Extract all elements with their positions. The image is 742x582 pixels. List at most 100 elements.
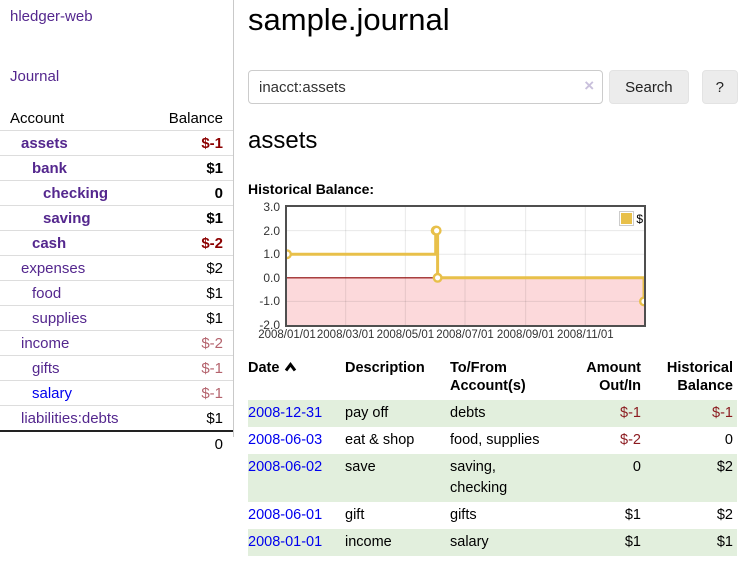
x-axis-tick-label: 2008/07/01 [436, 329, 494, 341]
sidebar-account-link[interactable]: food [32, 285, 62, 302]
column-header-description[interactable]: Description [345, 360, 425, 376]
sidebar-account-link[interactable]: liabilities:debts [21, 410, 119, 427]
sidebar-account-balance: $1 [206, 410, 223, 427]
column-header-accounts[interactable]: To/From Account(s) [450, 360, 526, 394]
transaction-accounts: salary [450, 534, 489, 550]
transaction-description: pay off [345, 405, 389, 421]
sidebar-accounts-table: Account Balance assets $-1 bank $1 checking 0… [0, 106, 233, 456]
column-header-balance[interactable]: Historical Balance [666, 360, 733, 394]
y-axis-tick-label: -1.0 [259, 294, 280, 309]
chart-heading: Historical Balance: [248, 181, 375, 197]
transaction-description: income [345, 534, 392, 550]
y-axis-tick-label: 0.0 [263, 270, 280, 285]
transaction-description: save [345, 459, 376, 475]
historical-balance-chart: $ 3.0 2.0 1.0 0.0 -1.0 -2.0 [259, 201, 646, 331]
transaction-balance: $1 [716, 534, 733, 550]
page-title: sample.journal [248, 2, 450, 37]
transaction-description: gift [345, 507, 365, 523]
x-axis-tick-label: 2008/01/01 [258, 329, 316, 341]
transaction-accounts: gifts [450, 507, 477, 523]
register-header-row: Date Description To/From Account(s) Amou… [248, 357, 737, 400]
x-axis-tick-label: 2008/11/01 [556, 329, 614, 341]
chart-x-axis-labels: 2008/01/01 2008/03/01 2008/05/01 2008/07/01… [258, 327, 644, 343]
transaction-balance: $-1 [712, 405, 733, 421]
sidebar-account-row: cash $-2 [0, 230, 233, 255]
clear-search-icon[interactable]: × [584, 76, 595, 95]
sidebar-account-row: supplies $1 [0, 305, 233, 330]
y-axis-tick-label: 1.0 [263, 247, 280, 262]
transaction-description: eat & shop [345, 432, 415, 448]
sidebar-account-link[interactable]: supplies [32, 310, 88, 327]
sidebar-account-row: income $-2 [0, 330, 233, 355]
sidebar-account-balance: $-1 [201, 135, 223, 152]
sidebar-account-balance: $-2 [201, 335, 223, 352]
sidebar-account-link[interactable]: expenses [21, 260, 86, 277]
sidebar-account-row: bank $1 [0, 155, 233, 180]
sidebar-account-row: salary $-1 [0, 380, 233, 405]
y-axis-tick-label: 3.0 [263, 200, 280, 214]
account-heading: assets [248, 127, 318, 154]
transaction-balance: $2 [716, 507, 733, 523]
search-bar: × Search ? [248, 70, 738, 104]
sidebar-account-link[interactable]: bank [32, 160, 68, 177]
sidebar-account-row: food $1 [0, 280, 233, 305]
x-axis-tick-label: 2008/09/01 [496, 329, 555, 341]
register-table: Date Description To/From Account(s) Amou… [248, 357, 737, 556]
transaction-accounts: saving, checking [450, 459, 508, 496]
app-brand-link[interactable]: hledger-web [10, 8, 93, 25]
sidebar-account-link[interactable]: saving [43, 210, 91, 227]
register-row: 2008-06-01 gift gifts $1 $2 [248, 502, 737, 529]
search-button[interactable]: Search [609, 70, 689, 104]
x-axis-tick-label: 2008/05/01 [376, 329, 435, 341]
help-button[interactable]: ? [701, 70, 738, 104]
sidebar-account-balance: $1 [206, 160, 223, 177]
sidebar-divider [233, 0, 234, 437]
account-column-header: Account [10, 110, 65, 127]
sidebar-account-row: assets $-1 [0, 130, 233, 155]
transaction-accounts: food, supplies [450, 432, 540, 448]
legend-label: $ [636, 211, 643, 226]
sort-asc-icon [285, 362, 297, 372]
sidebar-account-row: expenses $2 [0, 255, 233, 280]
sidebar-item-journal[interactable]: Journal [10, 68, 60, 85]
sidebar-account-balance: $2 [206, 260, 223, 277]
transaction-balance: $2 [716, 459, 733, 475]
sidebar-account-row: saving $1 [0, 205, 233, 230]
search-input[interactable] [248, 70, 604, 104]
sidebar-account-link[interactable]: salary [32, 385, 73, 402]
main-content: sample.journal × Search ? assets Histori… [248, 0, 738, 556]
transaction-amount: $1 [624, 534, 641, 550]
balance-column-header: Balance [168, 110, 223, 127]
transaction-date-link[interactable]: 2008-01-01 [248, 534, 323, 550]
transaction-date-link[interactable]: 2008-12-31 [248, 405, 323, 421]
sidebar-account-link[interactable]: cash [32, 235, 67, 252]
column-header-amount[interactable]: Amount Out/In [586, 360, 641, 394]
sidebar-account-link[interactable]: income [21, 335, 70, 352]
register-row: 2008-12-31 pay off debts $-1 $-1 [248, 400, 737, 427]
sidebar-account-row: gifts $-1 [0, 355, 233, 380]
transaction-date-link[interactable]: 2008-06-02 [248, 459, 323, 475]
chart-legend: $ [619, 211, 643, 226]
transaction-date-link[interactable]: 2008-06-01 [248, 507, 323, 523]
sidebar: hledger-web Journal Account Balance asse… [0, 0, 233, 456]
x-axis-tick-label: 2008/03/01 [316, 329, 375, 341]
transaction-date-link[interactable]: 2008-06-03 [248, 432, 323, 448]
transaction-amount: $-1 [620, 405, 641, 421]
sidebar-account-balance: $1 [206, 210, 223, 227]
sidebar-account-balance: 0 [214, 185, 223, 202]
sidebar-account-balance: $-2 [201, 235, 223, 252]
sidebar-account-balance: $-1 [201, 385, 223, 402]
register-row: 2008-01-01 income salary $1 $1 [248, 529, 737, 556]
sidebar-accounts-header: Account Balance [0, 106, 233, 130]
sidebar-total-row: 0 [0, 430, 233, 456]
transaction-accounts: debts [450, 405, 486, 421]
sidebar-account-link[interactable]: assets [21, 135, 68, 152]
sidebar-account-link[interactable]: checking [43, 185, 109, 202]
y-axis-tick-label: 2.0 [263, 223, 280, 238]
register-row: 2008-06-02 save saving, checking 0 $2 [248, 454, 737, 502]
column-header-date[interactable]: Date [248, 357, 345, 400]
sidebar-total-balance: 0 [214, 436, 223, 453]
sidebar-account-row: checking 0 [0, 180, 233, 205]
sidebar-account-link[interactable]: gifts [32, 360, 60, 377]
sidebar-account-balance: $1 [206, 310, 223, 327]
